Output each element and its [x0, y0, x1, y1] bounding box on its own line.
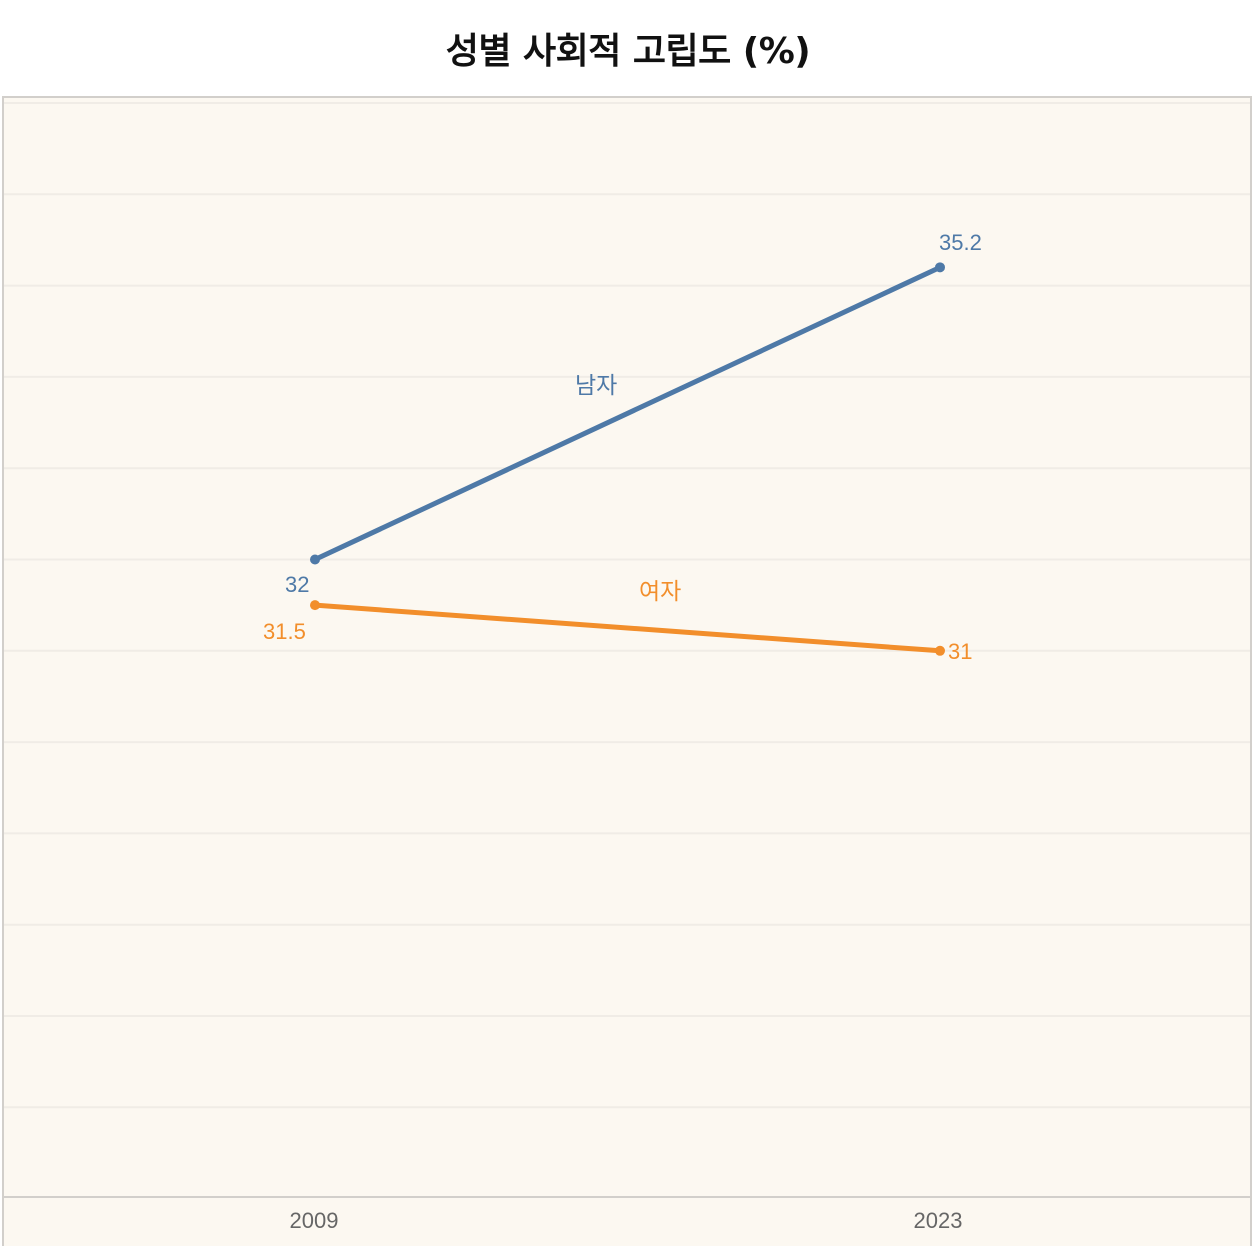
series-label-female: 여자 — [639, 579, 682, 605]
series-label-male: 남자 — [575, 373, 618, 399]
male-point-2023[interactable] — [935, 262, 945, 273]
series-lines — [310, 262, 945, 656]
value-label-female-2009: 31.5 — [263, 619, 306, 644]
x-tick-2023: 2023 — [913, 1208, 963, 1233]
value-label-male-2023: 35.2 — [939, 230, 982, 255]
gridlines — [4, 102, 1250, 1109]
female-point-2009[interactable] — [310, 600, 320, 611]
value-label-female-2023: 31 — [948, 639, 973, 664]
female-point-2023[interactable] — [935, 645, 945, 656]
female-line[interactable] — [312, 602, 943, 654]
x-axis-area — [2, 1198, 1252, 1246]
plot-area — [2, 96, 1252, 1198]
value-label-male-2009: 32 — [285, 572, 310, 597]
male-line[interactable] — [312, 264, 943, 562]
x-tick-2009: 2009 — [289, 1208, 339, 1233]
male-point-2009[interactable] — [310, 554, 320, 565]
chart-title: 성별 사회적 고립도 (%) — [445, 31, 811, 72]
